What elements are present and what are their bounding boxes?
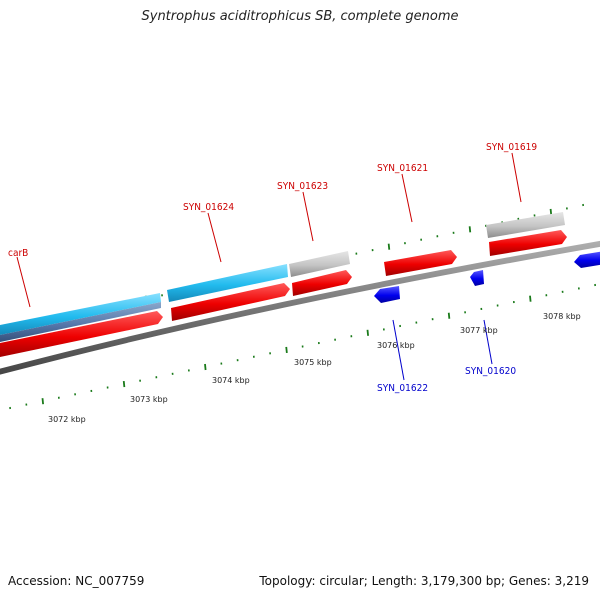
inner-scale-tick — [285, 346, 288, 354]
scale-label-3073: 3073 kbp — [130, 395, 168, 404]
leader-carB — [16, 256, 31, 308]
leader-SYN_01624 — [207, 212, 222, 263]
gene-carB-arrow — [0, 311, 163, 357]
gene-SYN_01619-arrow — [489, 230, 567, 256]
gene-SYN_01622-arrow — [374, 286, 400, 303]
gene-label-SYN_01622[interactable]: SYN_01622 — [377, 383, 428, 394]
outer-scale-tick — [387, 243, 391, 250]
gene-SYN_01619-band — [486, 212, 565, 238]
gene-SYN_01623-arrow — [292, 270, 352, 296]
gene-SYN_01624-arrow — [171, 283, 290, 321]
gene-SYN_01620-arrow — [470, 270, 484, 286]
inner-scale-ticks — [9, 283, 596, 410]
gene-carB-band-lower — [0, 302, 161, 342]
gene-SYN_01624-band — [167, 264, 288, 302]
genome-stats-text: Topology: circular; Length: 3,179,300 bp… — [259, 574, 589, 588]
gene-label-carB[interactable]: carB — [8, 248, 28, 259]
gene-label-SYN_01619[interactable]: SYN_01619 — [486, 142, 537, 153]
scale-label-3077: 3077 kbp — [460, 326, 498, 335]
leader-SYN_01622 — [392, 319, 405, 381]
scale-label-3078: 3078 kbp — [543, 312, 581, 321]
outer-scale-tick — [549, 208, 553, 216]
inner-scale-tick — [529, 295, 532, 302]
scale-label-3074: 3074 kbp — [212, 376, 250, 385]
inner-scale-tick — [447, 312, 451, 319]
gene-SYN_01621-arrow — [384, 250, 457, 276]
genome-backbone — [0, 240, 600, 375]
leader-SYN_01619 — [511, 152, 522, 203]
map-title: Syntrophus aciditrophicus SB, complete g… — [141, 9, 459, 24]
leader-SYN_01623 — [302, 191, 314, 242]
scale-label-3076: 3076 kbp — [377, 341, 415, 350]
gene-label-SYN_01620[interactable]: SYN_01620 — [465, 366, 516, 377]
inner-scale-tick — [122, 380, 126, 388]
gene-carB-band — [0, 293, 161, 335]
outer-scale-tick — [468, 226, 472, 233]
label-leaders — [16, 152, 522, 381]
gene-label-SYN_01621[interactable]: SYN_01621 — [377, 163, 428, 174]
gene-SYN_01623-band — [289, 251, 350, 277]
gene-offscreen-arrow — [574, 251, 600, 268]
accession-text: Accession: NC_007759 — [8, 574, 145, 588]
inner-scale-tick — [204, 363, 207, 371]
leader-SYN_01621 — [401, 173, 413, 223]
gene-label-SYN_01624[interactable]: SYN_01624 — [183, 202, 234, 213]
leader-SYN_01620 — [483, 319, 493, 365]
inner-scale-tick — [41, 398, 44, 405]
inner-scale-tick — [366, 329, 369, 336]
scale-label-3072: 3072 kbp — [48, 415, 86, 424]
gene-label-SYN_01623[interactable]: SYN_01623 — [277, 181, 328, 192]
scale-label-3075: 3075 kbp — [294, 358, 332, 367]
